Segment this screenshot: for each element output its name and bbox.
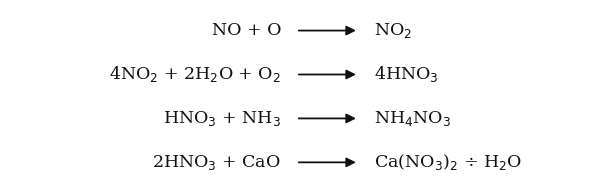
Text: 4NO$_2$ + 2H$_2$O + O$_2$: 4NO$_2$ + 2H$_2$O + O$_2$ — [109, 65, 281, 84]
Text: 4HNO$_3$: 4HNO$_3$ — [374, 65, 438, 84]
Text: 2HNO$_3$ + CaO: 2HNO$_3$ + CaO — [152, 153, 281, 172]
Text: NO + O: NO + O — [212, 22, 281, 39]
Text: HNO$_3$ + NH$_3$: HNO$_3$ + NH$_3$ — [163, 109, 281, 128]
Text: Ca(NO$_3$)$_2$ ÷ H$_2$O: Ca(NO$_3$)$_2$ ÷ H$_2$O — [374, 152, 522, 172]
Text: NH$_4$NO$_3$: NH$_4$NO$_3$ — [374, 109, 451, 128]
Text: NO$_2$: NO$_2$ — [374, 21, 412, 40]
